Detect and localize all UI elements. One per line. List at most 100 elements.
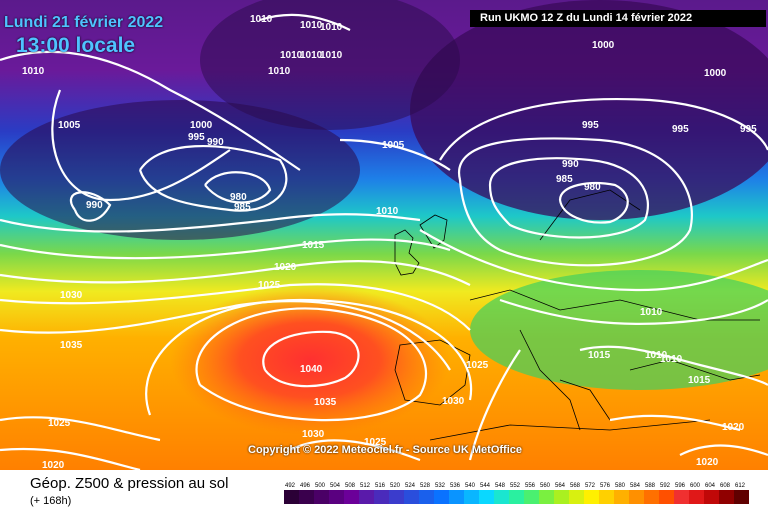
- pressure-label: 1010: [660, 354, 683, 365]
- scale-swatch: [359, 490, 374, 504]
- pressure-label: 1020: [722, 422, 745, 433]
- scale-swatch: [464, 490, 479, 504]
- trough-east: [410, 0, 768, 220]
- scale-label: 516: [375, 483, 386, 489]
- forecast-time: 13:00 locale: [16, 34, 136, 57]
- scale-label: 504: [330, 483, 341, 489]
- trough-north: [200, 0, 460, 130]
- run-info: Run UKMO 12 Z du Lundi 14 février 2022: [470, 10, 766, 27]
- scale-swatch: [674, 490, 689, 504]
- scale-label: 540: [465, 483, 476, 489]
- pressure-label: 1000: [704, 68, 727, 79]
- scale-swatch: [539, 490, 554, 504]
- pressure-label: 980: [230, 192, 247, 203]
- pressure-label: 1025: [466, 360, 489, 371]
- pressure-label: 1010: [250, 14, 273, 25]
- scale-label: 536: [450, 483, 461, 489]
- isobars: [0, 13, 768, 470]
- scale-swatch: [629, 490, 644, 504]
- scale-label: 532: [435, 483, 446, 489]
- scale-label: 604: [705, 483, 716, 489]
- scale-swatch: [404, 490, 419, 504]
- pressure-label: 1015: [302, 240, 325, 251]
- scale-label: 580: [615, 483, 626, 489]
- scale-swatch: [374, 490, 389, 504]
- pressure-label: 1005: [382, 140, 405, 151]
- scale-swatch: [299, 490, 314, 504]
- pressure-label: 1025: [48, 418, 71, 429]
- pressure-label: 1035: [60, 340, 83, 351]
- pressure-label: 985: [234, 202, 251, 213]
- chart-title: Géop. Z500 & pression au sol: [30, 475, 229, 492]
- scale-label: 508: [345, 483, 356, 489]
- scale-swatch: [659, 490, 674, 504]
- scale-label: 576: [600, 483, 611, 489]
- pressure-label: 1010: [376, 206, 399, 217]
- scale-swatch: [719, 490, 734, 504]
- pressure-label: 990: [207, 137, 224, 148]
- scale-label: 588: [645, 483, 656, 489]
- pressure-label: 1030: [442, 396, 465, 407]
- forecast-range: (+ 168h): [30, 495, 72, 507]
- pressure-label: 980: [584, 182, 601, 193]
- scale-swatch: [509, 490, 524, 504]
- scale-swatch: [599, 490, 614, 504]
- pressure-label: 1010: [640, 307, 663, 318]
- scale-swatch: [704, 490, 719, 504]
- scale-swatch: [419, 490, 434, 504]
- scale-label: 560: [540, 483, 551, 489]
- scale-label: 528: [420, 483, 431, 489]
- pressure-label: 1010: [268, 66, 291, 77]
- scale-label: 612: [735, 483, 746, 489]
- scale-swatch: [689, 490, 704, 504]
- scale-label: 524: [405, 483, 416, 489]
- pressure-label: 1015: [588, 350, 611, 361]
- pressure-label: 1000: [592, 40, 615, 51]
- pressure-label: 1020: [696, 457, 719, 468]
- forecast-map: 1010 1010 1010 1010 1010 1010 1010 1010 …: [0, 0, 768, 470]
- pressure-label: 1025: [364, 437, 387, 448]
- pressure-label: 990: [86, 200, 103, 211]
- pressure-label: 1005: [58, 120, 81, 131]
- scale-swatch: [329, 490, 344, 504]
- pressure-label: 1010: [320, 50, 343, 61]
- scale-label: 568: [570, 483, 581, 489]
- scale-swatch: [734, 490, 749, 504]
- scale-label: 608: [720, 483, 731, 489]
- pressure-label: 1010: [280, 50, 303, 61]
- scale-swatch: [434, 490, 449, 504]
- scale-label: 592: [660, 483, 671, 489]
- scale-swatch: [524, 490, 539, 504]
- scale-swatch: [569, 490, 584, 504]
- pressure-label: 1030: [60, 290, 83, 301]
- scale-swatch: [479, 490, 494, 504]
- pressure-label: 995: [672, 124, 689, 135]
- trough-west: [0, 100, 360, 240]
- pressure-label: 995: [740, 124, 757, 135]
- pressure-label: 1020: [42, 460, 65, 470]
- pressure-label: 1035: [314, 397, 337, 408]
- scale-swatch: [344, 490, 359, 504]
- pressure-label: 1010: [320, 22, 343, 33]
- pressure-label: 1025: [258, 280, 281, 291]
- scale-label: 548: [495, 483, 506, 489]
- ridge-east: [470, 270, 768, 390]
- pressure-label: 1015: [688, 375, 711, 386]
- pressure-label: 1000: [190, 120, 213, 131]
- scale-swatch: [494, 490, 509, 504]
- pressure-label: 1010: [645, 350, 668, 361]
- scale-swatch: [449, 490, 464, 504]
- pressure-label: 1030: [302, 429, 325, 440]
- copyright-text: Copyright © 2022 Meteociel.fr - Source U…: [248, 444, 522, 456]
- scale-swatch: [614, 490, 629, 504]
- scale-swatch: [389, 490, 404, 504]
- forecast-date: Lundi 21 février 2022: [4, 14, 164, 31]
- scale-label: 572: [585, 483, 596, 489]
- scale-label: 552: [510, 483, 521, 489]
- scale-swatch: [584, 490, 599, 504]
- pressure-label: 1020: [274, 262, 297, 273]
- pressure-label: 995: [188, 132, 205, 143]
- scale-label: 556: [525, 483, 536, 489]
- scale-label: 496: [300, 483, 311, 489]
